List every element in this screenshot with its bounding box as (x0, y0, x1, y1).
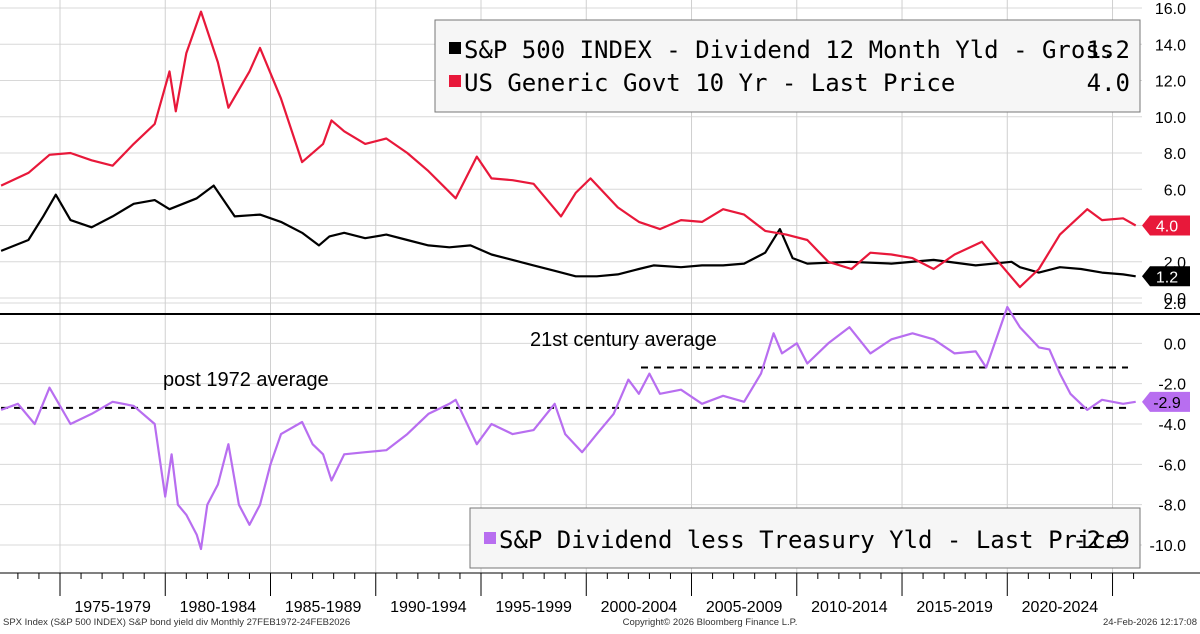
legend-value-spread: -2.9 (1072, 526, 1130, 554)
footer: SPX Index (S&P 500 INDEX) S&P bond yield… (3, 617, 1197, 628)
annotation-label-0: post 1972 average (163, 369, 329, 391)
footer-copyright: Copyright© 2026 Bloomberg Finance L.P. (623, 617, 798, 628)
xaxis-label: 1975-1979 (74, 599, 151, 616)
treasury-last-price-marker: 4.0 (1142, 215, 1190, 236)
footer-source: SPX Index (S&P 500 INDEX) S&P bond yield… (3, 617, 350, 628)
top-ytick-label: 12.0 (1155, 74, 1186, 91)
legend-swatch-dividend (449, 42, 461, 54)
top-series-line-0 (0, 184, 1136, 278)
bottom-ytick-label: -2.0 (1158, 377, 1186, 394)
legend-swatch-treasury (449, 75, 461, 87)
footer-timestamp: 24-Feb-2026 12:17:08 (1103, 617, 1197, 628)
top-ytick-label: 14.0 (1155, 37, 1186, 54)
bottom-ytick-label: -6.0 (1158, 457, 1186, 474)
legend-label-treasury: US Generic Govt 10 Yr - Last Price (464, 69, 955, 97)
top-legend: S&P 500 INDEX - Dividend 12 Month Yld - … (434, 19, 1141, 113)
top-ytick-label: 0.0 (1164, 291, 1186, 308)
dividend-last-price-marker-text: 1.2 (1156, 269, 1178, 286)
top-ytick-label: 8.0 (1164, 146, 1186, 163)
bottom-legend: S&P Dividend less Treasury Yld - Last Pr… (469, 507, 1141, 569)
spread-last-price-marker-text: -2.9 (1153, 395, 1181, 412)
xaxis-label: 2005-2009 (706, 599, 783, 616)
bottom-ytick-label: -10.0 (1150, 538, 1187, 555)
annotation-label-1: 21st century average (530, 329, 717, 351)
treasury-last-price-marker-text: 4.0 (1156, 219, 1178, 236)
dividend-last-price-marker: 1.2 (1142, 266, 1190, 287)
bottom-series-line-0 (0, 305, 1136, 551)
xaxis-label: 1995-1999 (495, 599, 572, 616)
xaxis-label: 1980-1984 (180, 599, 257, 616)
top-ytick-label: 16.0 (1155, 1, 1186, 18)
legend-label-dividend: S&P 500 INDEX - Dividend 12 Month Yld - … (464, 36, 1114, 64)
xaxis-label: 1985-1989 (285, 599, 362, 616)
xaxis-label: 2015-2019 (916, 599, 993, 616)
spread-last-price-marker: -2.9 (1142, 391, 1190, 412)
legend-value-treasury: 4.0 (1087, 69, 1130, 97)
bottom-ytick-label: -8.0 (1158, 498, 1186, 515)
xaxis-label: 1990-1994 (390, 599, 467, 616)
bottom-ytick-label: -4.0 (1158, 417, 1186, 434)
xaxis-label: 2020-2024 (1022, 599, 1099, 616)
bottom-ytick-label: 0.0 (1164, 336, 1186, 353)
legend-value-dividend: 1.2 (1087, 36, 1130, 64)
bottom-ytick-label: 2.0 (1164, 296, 1186, 313)
top-series-line-1 (0, 10, 1137, 289)
legend-swatch-spread (484, 532, 496, 544)
top-ytick-label: 10.0 (1155, 110, 1186, 127)
top-ytick-label: 6.0 (1164, 182, 1186, 199)
legend-label-spread: S&P Dividend less Treasury Yld - Last Pr… (499, 526, 1120, 554)
xaxis-label: 2010-2014 (811, 599, 888, 616)
xaxis-label: 2000-2004 (601, 599, 678, 616)
